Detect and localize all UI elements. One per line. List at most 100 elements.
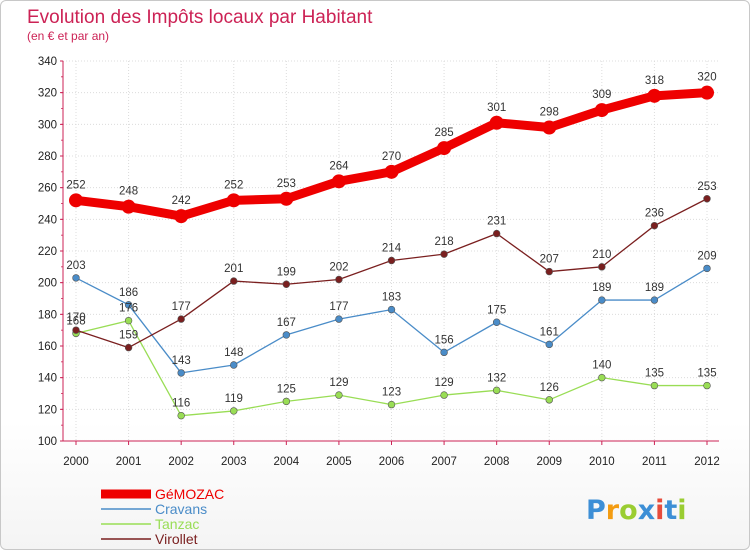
data-label: 186 [119,287,138,299]
data-point [650,296,659,304]
data-point [703,264,711,273]
data-label: 189 [592,282,611,294]
data-label: 143 [172,355,191,367]
data-label: 248 [119,186,138,198]
data-point [230,407,238,415]
y-tick-label: 280 [38,151,57,163]
data-point [335,391,343,399]
data-label: 202 [329,262,348,274]
data-label: 252 [66,179,85,191]
legend-label: Virollet [155,531,198,547]
data-label: 132 [487,372,506,384]
x-tick-label: 2010 [589,456,615,468]
data-point [650,221,659,230]
data-point [282,397,291,406]
data-point [598,373,606,382]
data-point [598,296,606,304]
data-label: 159 [119,330,138,342]
proxiti-logo: Proxiti [586,495,687,526]
data-label: 203 [66,260,85,272]
data-point [226,193,241,208]
data-point [69,193,83,208]
data-point [700,85,714,100]
data-label: 309 [592,89,611,101]
data-point [703,381,711,390]
data-label: 135 [645,368,664,380]
data-point [387,400,396,409]
data-point [594,103,609,118]
data-label: 214 [382,243,402,255]
data-point [650,381,659,390]
y-tick-label: 200 [38,278,57,290]
data-label: 175 [487,304,506,316]
data-point [545,396,553,404]
y-tick-label: 120 [38,404,57,416]
data-point [72,326,80,334]
logo-letter: x [638,495,655,526]
data-label: 168 [66,315,85,327]
data-point [440,250,448,258]
data-point [703,195,711,203]
logo-letter: P [586,495,606,526]
axes: 100 120 140 160 180 200 220 240 260 280 300 320 340 2… [38,56,720,468]
x-tick-label: 2011 [642,456,667,468]
data-point [177,411,185,420]
data-label: 253 [697,181,716,193]
data-labels: 203 186 143 148 167 177 183 156 175 161 189 189 209 1… [66,72,716,410]
data-label: 201 [224,263,243,275]
data-label: 236 [645,208,664,220]
x-tick-label: 2009 [536,456,562,468]
data-label: 285 [434,127,453,139]
data-point [230,361,238,369]
data-label: 176 [119,303,138,315]
data-point [492,318,501,326]
data-label: 167 [277,317,296,329]
data-point [279,191,294,206]
data-point [72,274,80,282]
x-tick-label: 2001 [116,456,142,468]
data-label: 116 [172,398,190,410]
x-tick-label: 2002 [168,456,194,468]
logo-letter: t [664,495,677,526]
data-point [331,174,346,189]
data-label: 199 [277,266,296,278]
data-label: 177 [329,301,348,313]
y-tick-label: 340 [38,56,57,68]
data-point [437,141,452,156]
data-label: 298 [540,107,559,119]
data-label: 161 [540,326,559,338]
data-label: 129 [329,377,348,389]
chart-title: Evolution des Impôts locaux par Habitant [27,7,373,28]
data-label: 253 [277,178,296,190]
data-point [282,280,291,288]
data-label: 135 [697,368,716,380]
data-label: 207 [540,254,559,266]
data-point [387,256,396,265]
data-point [335,275,343,284]
logo-letter: i [655,495,664,526]
x-tick-label: 2007 [431,456,457,468]
y-tick-label: 320 [38,88,57,100]
y-tick-label: 140 [38,373,57,385]
data-label: 140 [592,360,611,372]
data-label: 242 [172,195,191,207]
data-label: 156 [434,334,453,346]
data-point [647,88,662,103]
data-point [545,340,553,349]
data-point [177,369,185,377]
x-tick-label: 2004 [274,456,300,468]
data-label: 126 [540,382,559,394]
logo-letter: r [606,495,620,526]
data-label: 320 [697,72,716,84]
data-point [598,263,606,271]
x-tick-label: 2006 [379,456,405,468]
logo-text: Proxiti [586,495,687,526]
y-tick-label: 300 [38,119,57,131]
y-tick-label: 220 [38,246,57,258]
data-label: 129 [434,377,453,389]
y-tick-label: 100 [38,436,57,448]
data-point [174,209,189,224]
